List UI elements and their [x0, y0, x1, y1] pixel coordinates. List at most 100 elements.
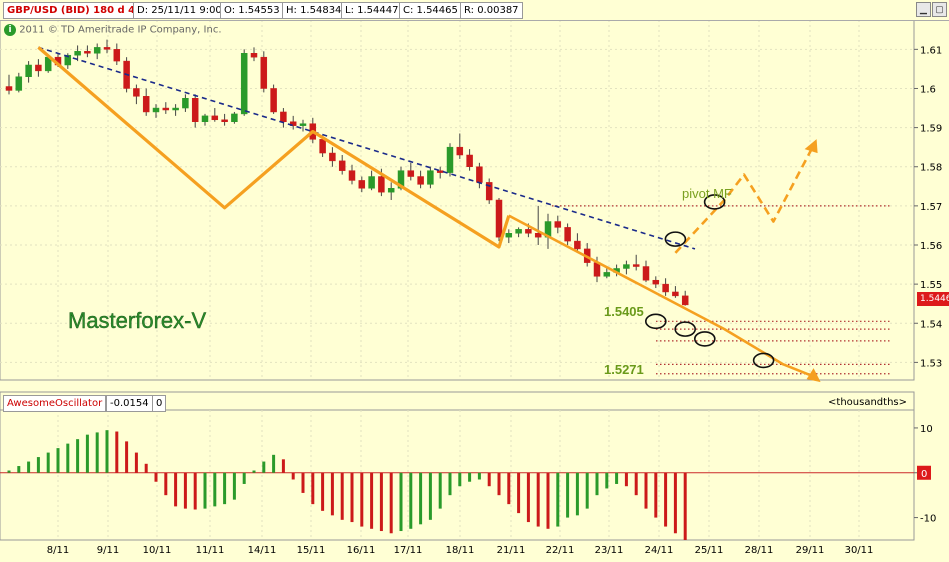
candle-body	[534, 233, 542, 238]
ao-panel	[0, 409, 915, 541]
awesome-oscillator-bars	[0, 430, 914, 540]
up-arrow-head	[804, 139, 818, 154]
candle-body	[319, 139, 326, 154]
candle-body	[299, 123, 307, 126]
maximize-icon[interactable]: ▢	[932, 2, 947, 17]
candle-body	[348, 170, 356, 181]
date-tick-label: 8/11	[47, 545, 69, 556]
candle-body	[623, 264, 630, 269]
info-icon[interactable]: i	[4, 24, 16, 36]
circled-point	[674, 321, 697, 337]
candle-body	[632, 264, 640, 267]
candle-body	[191, 98, 199, 122]
candle-body	[329, 152, 336, 162]
candle-body	[103, 47, 111, 50]
ao-tick-label: 0	[921, 469, 927, 480]
price-grid	[0, 19, 915, 541]
candle-body	[564, 227, 571, 242]
date-tick-label: 29/11	[796, 545, 825, 556]
candle-body	[182, 98, 189, 109]
symbol-field[interactable]: GBP/USD (BID) 180 d 4h	[3, 2, 147, 19]
candle-body	[368, 176, 375, 189]
candle-body	[93, 47, 101, 54]
candle-body	[407, 170, 415, 177]
date-tick-label: 21/11	[497, 545, 526, 556]
date-field: D: 25/11/11 9:00	[133, 2, 226, 19]
minimize-icon[interactable]: ▁	[916, 2, 931, 17]
axes: 1.61 1.6 1.59 1.58 1.57 1.56 1.55 1.54 1.53 8/11 9…	[47, 45, 943, 556]
price-tick-label: 1.55	[920, 280, 942, 291]
candle-body	[231, 113, 238, 122]
downtrend-dashed-line	[38, 46, 696, 250]
close-field: C: 1.54465	[399, 2, 462, 19]
price-tick-label: 1.53	[920, 358, 942, 369]
candle-body	[574, 240, 581, 250]
candle-body	[456, 146, 464, 156]
candle-body	[593, 262, 601, 277]
date-tick-label: 10/11	[143, 545, 172, 556]
date-tick-label: 16/11	[347, 545, 376, 556]
price-tick-label: 1.58	[920, 163, 942, 174]
candle-body	[133, 88, 140, 97]
indicator-value: -0.0154	[106, 395, 153, 412]
candle-body	[84, 51, 91, 54]
candle-body	[162, 107, 170, 111]
price-tick-label: 1.61	[920, 45, 942, 56]
candle-body	[74, 51, 81, 56]
candle-body	[201, 115, 209, 122]
candle-body	[25, 64, 32, 77]
down-arrow-head	[806, 368, 821, 383]
circled-point	[752, 352, 775, 369]
candle-body	[436, 170, 444, 173]
price-tag: 1.5446	[917, 292, 949, 306]
price-tick-label: 1.57	[920, 202, 942, 213]
ao-tick-label: 10	[920, 424, 933, 435]
chart-labels: Masterforex-V pivot MF 1.5405 1.5271	[68, 186, 732, 377]
candle-body	[240, 53, 248, 115]
candle-body	[280, 111, 287, 122]
candle-body	[378, 176, 385, 193]
ao-zero-badge	[917, 465, 931, 480]
date-tick-label: 15/11	[297, 545, 326, 556]
candle-body	[515, 229, 522, 234]
level-lower-label: 1.5271	[604, 362, 644, 377]
candle-body	[505, 233, 513, 238]
candle-body	[495, 199, 503, 238]
candle-body	[289, 121, 297, 126]
price-tick-label: 1.56	[920, 241, 942, 252]
forecast-path	[674, 146, 814, 254]
date-tick-label: 23/11	[595, 545, 624, 556]
candle-body	[152, 107, 160, 113]
date-tick-label: 18/11	[446, 545, 475, 556]
candle-body	[662, 283, 669, 293]
range-field: R: 0.00387	[460, 2, 523, 19]
date-tick-label: 28/11	[745, 545, 774, 556]
candle-body	[446, 146, 454, 173]
date-tick-label: 11/11	[196, 545, 225, 556]
indicator-unit: <thousandths>	[828, 397, 907, 408]
drawing-overlays	[37, 46, 821, 383]
circled-point	[693, 331, 716, 347]
watermark-text: Masterforex-V	[68, 308, 206, 333]
circled-point	[703, 194, 726, 210]
indicator-zero-box: 0	[152, 395, 167, 412]
descending-channel-line	[508, 214, 814, 378]
candle-body	[338, 160, 346, 171]
price-tick-label: 1.59	[920, 124, 942, 135]
price-tick-label: 1.54	[920, 319, 942, 330]
support-resistance-lines	[552, 205, 892, 375]
candle-body	[142, 96, 150, 113]
info-bar: GBP/USD (BID) 180 d 4h D: 25/11/11 9:00 …	[0, 0, 949, 21]
candle-body	[652, 279, 660, 285]
ao-tick-label: -10	[920, 514, 936, 525]
indicator-name[interactable]: AwesomeOscillator	[3, 395, 107, 412]
date-tick-label: 17/11	[394, 545, 423, 556]
candle-body	[525, 229, 532, 234]
candle-body	[221, 119, 228, 122]
candle-body	[260, 56, 268, 89]
indicator-header: AwesomeOscillator -0.0154 0 <thousandths…	[0, 394, 914, 412]
zigzag-wave	[37, 46, 511, 249]
candle-body	[642, 266, 650, 281]
price-panel	[0, 19, 915, 381]
